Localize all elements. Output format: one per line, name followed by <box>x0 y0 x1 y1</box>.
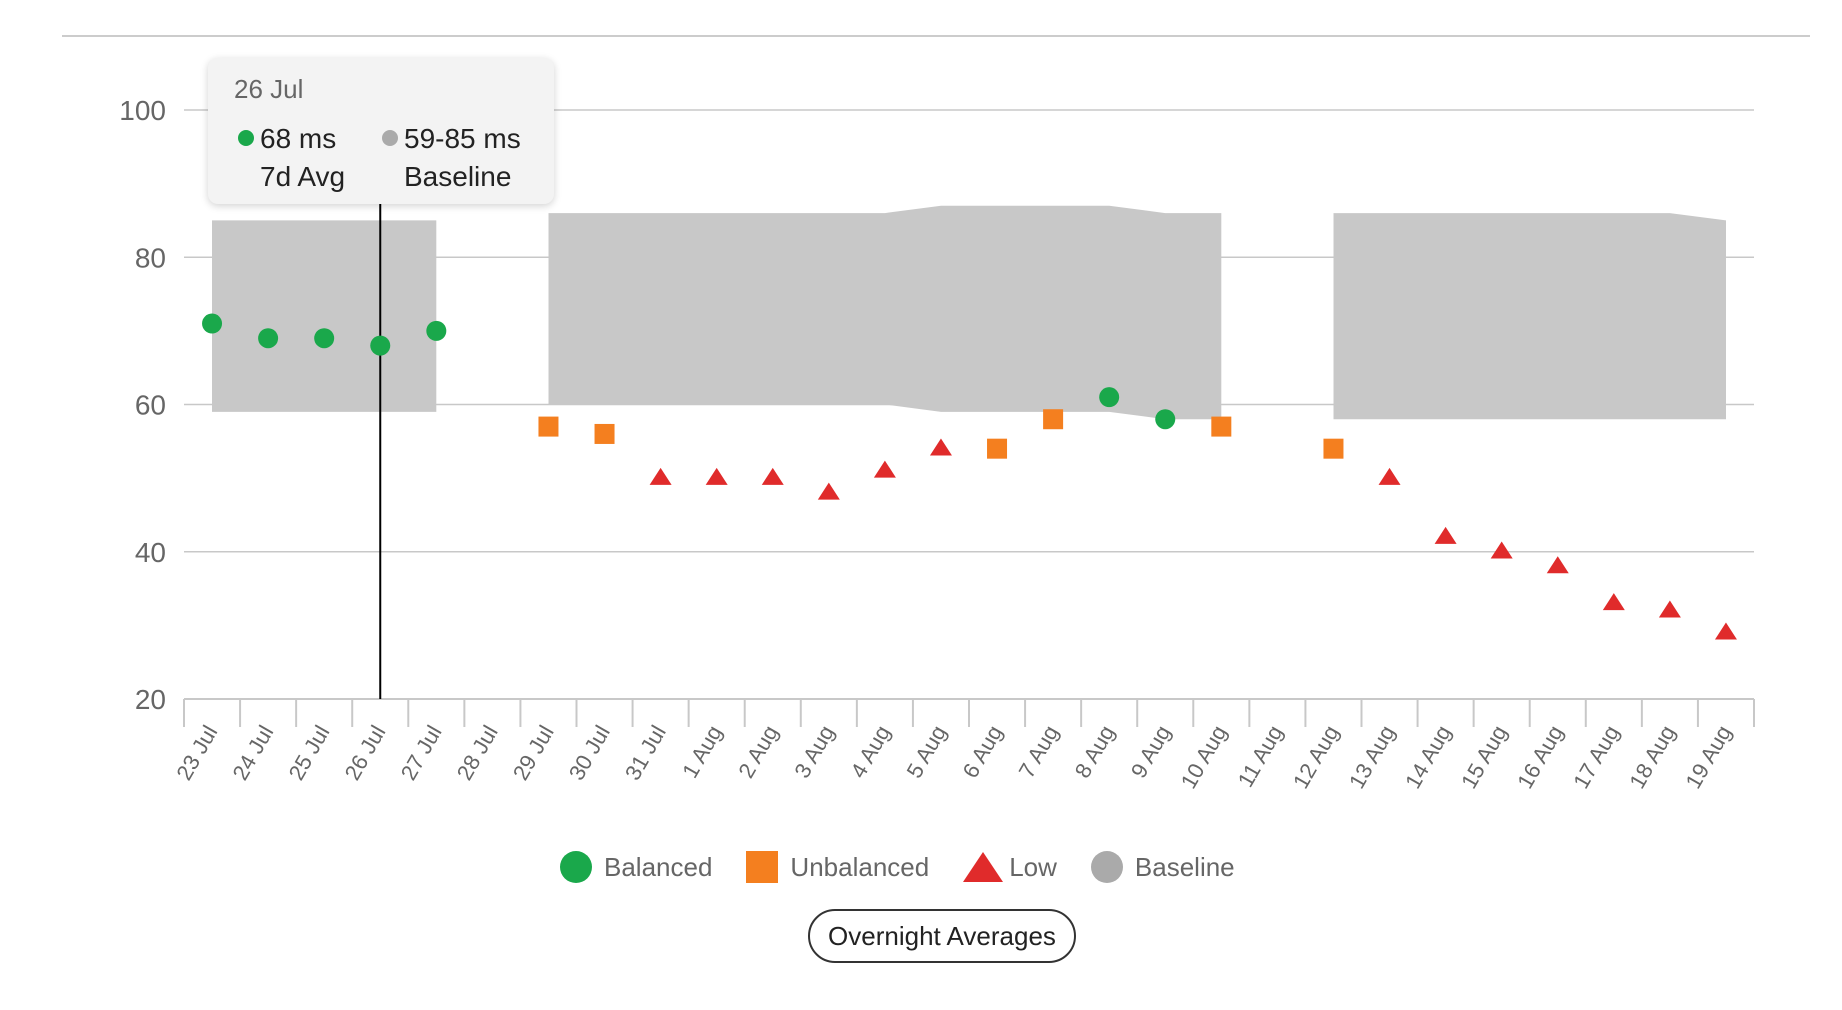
green-circle-icon <box>560 851 592 883</box>
x-axis-labels: 23 Jul 24 Jul 25 Jul 26 Jul 27 Jul 28 Jul 29 J… <box>171 721 1736 793</box>
tooltip-baseline-label: Baseline <box>404 161 512 192</box>
chart-legend: Balanced Unbalanced Low Baseline <box>560 845 1269 889</box>
x-tick-label: 17 Aug <box>1568 721 1624 793</box>
tooltip-avg-value: 68 ms <box>260 123 337 154</box>
point-balanced[interactable] <box>314 328 335 349</box>
x-tick-label: 6 Aug <box>958 721 1008 782</box>
data-points[interactable] <box>202 313 1737 640</box>
legend-item-balanced[interactable]: Balanced <box>560 851 712 883</box>
x-tick-label: 7 Aug <box>1014 721 1064 782</box>
x-tick-label: 26 Jul <box>340 721 391 784</box>
point-low[interactable] <box>1546 556 1569 574</box>
orange-square-icon <box>746 851 779 883</box>
point-unbalanced[interactable] <box>1323 438 1344 459</box>
x-tick-label: 4 Aug <box>845 721 895 782</box>
point-balanced[interactable] <box>426 320 447 341</box>
point-unbalanced[interactable] <box>1043 409 1064 430</box>
x-tick-label: 10 Aug <box>1176 721 1232 793</box>
point-balanced[interactable] <box>370 335 391 356</box>
baseline-band-1 <box>212 220 437 412</box>
legend-label-unbalanced: Unbalanced <box>790 851 930 882</box>
point-low[interactable] <box>873 460 896 478</box>
x-tick-label: 14 Aug <box>1400 721 1456 793</box>
tooltip-baseline-value: 59-85 ms <box>404 123 521 154</box>
y-axis-labels: 20 40 60 80 100 <box>119 95 166 715</box>
y-tick-label: 80 <box>135 242 166 273</box>
point-unbalanced[interactable] <box>538 416 559 437</box>
tooltip-baseline: 59-85 ms Baseline <box>382 120 521 196</box>
y-tick-label: 20 <box>135 684 166 715</box>
point-unbalanced[interactable] <box>594 423 615 444</box>
legend-label-balanced: Balanced <box>604 851 713 882</box>
x-tick-label: 12 Aug <box>1288 721 1344 793</box>
x-tick-label: 25 Jul <box>283 721 334 784</box>
point-low[interactable] <box>1658 600 1681 618</box>
green-dot-icon <box>238 129 254 146</box>
gray-dot-icon <box>382 129 398 146</box>
point-low[interactable] <box>929 438 952 456</box>
x-axis <box>183 698 1755 727</box>
x-tick-label: 11 Aug <box>1233 721 1288 791</box>
legend-item-baseline[interactable]: Baseline <box>1090 851 1235 883</box>
point-low[interactable] <box>817 482 840 500</box>
tooltip-avg: 68 ms 7d Avg <box>238 120 345 196</box>
x-tick-label: 15 Aug <box>1456 721 1512 793</box>
x-tick-label: 28 Jul <box>452 721 503 784</box>
x-tick-label: 27 Jul <box>396 721 447 784</box>
red-triangle-icon <box>963 852 1004 882</box>
x-tick-label: 30 Jul <box>564 721 615 784</box>
x-tick-label: 1 Aug <box>677 721 727 782</box>
y-tick-label: 40 <box>135 537 166 568</box>
baseline-band-3 <box>1333 213 1726 420</box>
point-low[interactable] <box>1434 526 1457 544</box>
tooltip-avg-label: 7d Avg <box>260 161 346 192</box>
x-tick-label: 13 Aug <box>1344 721 1400 793</box>
point-unbalanced[interactable] <box>987 438 1008 459</box>
point-low[interactable] <box>705 467 728 485</box>
point-balanced[interactable] <box>1155 409 1176 430</box>
y-tick-label: 60 <box>135 390 166 421</box>
x-tick-label: 5 Aug <box>902 721 952 782</box>
legend-label-baseline: Baseline <box>1134 851 1235 882</box>
x-tick-label: 23 Jul <box>171 721 222 784</box>
point-balanced[interactable] <box>202 313 223 334</box>
x-tick-label: 29 Jul <box>508 721 559 784</box>
x-tick-label: 9 Aug <box>1126 721 1176 782</box>
overnight-averages-button[interactable]: Overnight Averages <box>808 909 1076 963</box>
gray-circle-icon <box>1090 851 1123 883</box>
hover-tooltip: 26 Jul 68 ms 7d Avg 59-85 ms Baseline <box>208 58 554 204</box>
x-tick-label: 31 Jul <box>620 721 671 784</box>
point-low[interactable] <box>761 467 784 485</box>
legend-item-unbalanced[interactable]: Unbalanced <box>746 851 929 883</box>
y-tick-label: 100 <box>119 95 166 126</box>
legend-item-low[interactable]: Low <box>963 852 1057 883</box>
tooltip-date: 26 Jul <box>234 74 304 104</box>
x-tick-label: 16 Aug <box>1512 721 1568 793</box>
point-low[interactable] <box>649 467 672 485</box>
x-tick-label: 8 Aug <box>1070 721 1120 782</box>
x-tick-label: 18 Aug <box>1624 721 1680 793</box>
x-tick-label: 19 Aug <box>1680 721 1736 793</box>
point-low[interactable] <box>1714 622 1737 640</box>
point-balanced[interactable] <box>1099 387 1120 408</box>
baseline-bands <box>212 205 1726 420</box>
x-tick-label: 2 Aug <box>733 721 783 782</box>
point-unbalanced[interactable] <box>1211 416 1232 437</box>
point-low[interactable] <box>1490 541 1513 559</box>
point-low[interactable] <box>1602 593 1625 611</box>
baseline-band-2 <box>548 205 1222 420</box>
point-balanced[interactable] <box>258 328 279 349</box>
x-tick-label: 3 Aug <box>789 721 839 782</box>
point-low[interactable] <box>1378 467 1401 485</box>
x-tick-label: 24 Jul <box>227 721 278 784</box>
legend-label-low: Low <box>1009 851 1057 882</box>
